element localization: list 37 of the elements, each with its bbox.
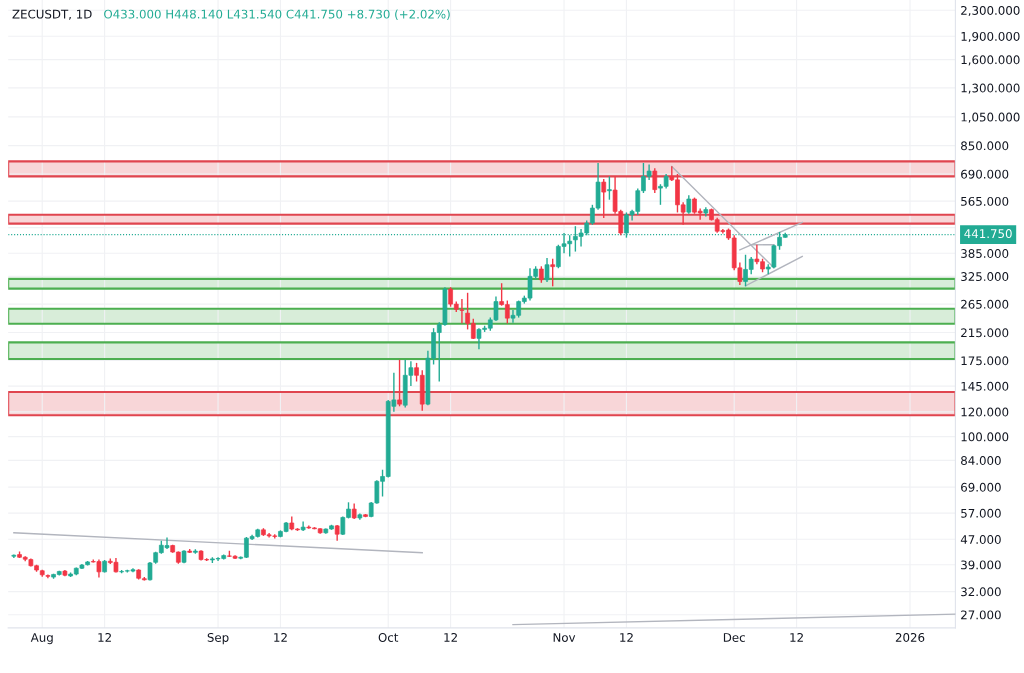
text: ZECUSDT, 1D <box>12 9 92 20</box>
y-tick-label: 1,300.000 <box>961 83 1020 94</box>
x-tick-label: Nov <box>553 633 576 642</box>
y-tick-label: 27.000 <box>961 610 1001 620</box>
y-tick-label: 690.000 <box>961 169 1009 179</box>
text: O433.000 H448.140 L431.540 C441.750 +8.730 (+2.02%) <box>104 9 450 20</box>
y-tick-label: 57.000 <box>961 508 1001 518</box>
x-tick-label: Sep <box>207 632 229 645</box>
y-tick-label: 565.000 <box>961 196 1009 206</box>
x-tick-label: Dec <box>723 633 745 642</box>
x-tick-label: 12 <box>620 632 633 642</box>
y-tick-label: 47.000 <box>960 535 1001 544</box>
y-tick-label: 39.000 <box>961 560 1001 570</box>
y-tick-label: 120.000 <box>961 407 1009 417</box>
x-tick-label: Oct <box>378 632 399 642</box>
y-tick-label: 84.000 <box>961 456 1001 465</box>
y-tick-label: 385.000 <box>961 249 1009 258</box>
x-tick-label: 12 <box>790 632 803 642</box>
y-tick-label: 1,050.000 <box>961 112 1020 123</box>
y-tick-label: 145.000 <box>961 381 1009 391</box>
x-tick-label: 2026 <box>895 632 925 642</box>
y-tick-label: 175.000 <box>961 356 1009 366</box>
ref-line-label: 441.750 <box>964 229 1012 239</box>
y-tick-label: 32.000 <box>961 587 1001 597</box>
x-tick-label: 12 <box>274 632 287 642</box>
x-tick-label: 12 <box>98 632 111 642</box>
y-tick-label: 325.000 <box>961 272 1009 282</box>
y-tick-label: 100.000 <box>961 432 1009 442</box>
x-tick-label: 12 <box>444 632 457 642</box>
y-tick-label: 850.000 <box>961 141 1009 151</box>
y-tick-label: 69.000 <box>961 482 1001 492</box>
y-tick-label: 1,600.000 <box>961 55 1020 66</box>
y-tick-label: 2,300.000 <box>961 5 1020 17</box>
y-tick-label: 215.000 <box>961 328 1009 338</box>
y-tick-label: 1,900.000 <box>961 31 1020 43</box>
y-tick-label: 265.000 <box>961 299 1009 309</box>
x-tick-label: Aug <box>30 633 53 645</box>
